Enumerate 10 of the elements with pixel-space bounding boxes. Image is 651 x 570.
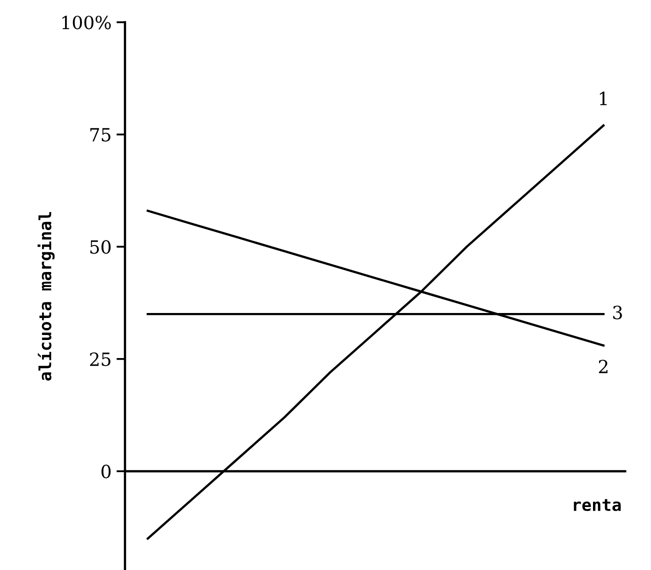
y-tick-label: 100% xyxy=(62,16,111,30)
y-tick-label: 50 xyxy=(90,240,111,254)
y-tick-label: 0 xyxy=(102,464,111,478)
series-label: 2 xyxy=(598,360,608,374)
series-label: 3 xyxy=(613,306,622,320)
y-axis-title: alícuota marginal xyxy=(38,212,55,381)
x-axis-title: renta xyxy=(574,499,621,512)
y-tick-label: 75 xyxy=(90,128,110,142)
y-tick-label: 25 xyxy=(90,352,110,366)
series-label: 1 xyxy=(600,92,607,106)
